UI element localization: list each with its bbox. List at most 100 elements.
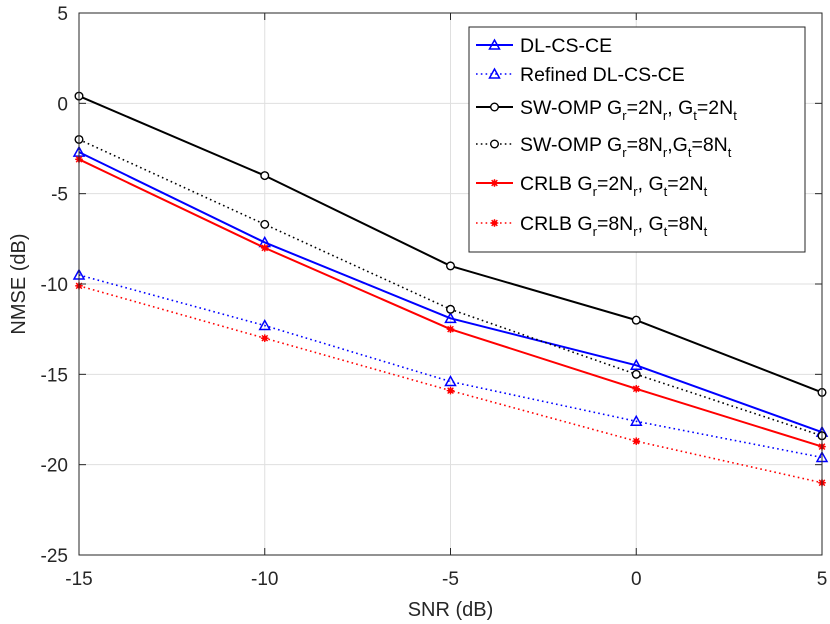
legend-label-subscript: t (704, 224, 708, 239)
star-marker-arm (491, 179, 498, 187)
legend-label-part: , G (638, 173, 664, 195)
legend-label-subscript: r (593, 224, 598, 239)
data-point (260, 334, 269, 342)
legend-swatch-marker (490, 179, 499, 187)
data-point (260, 171, 270, 181)
y-tick-label: -25 (41, 546, 68, 567)
legend-item: Refined DL-CS-CE (476, 64, 685, 86)
star-marker-arm (632, 385, 640, 393)
x-tick-label: 5 (817, 569, 828, 590)
legend-swatch-marker (488, 38, 501, 50)
series-line (78, 151, 823, 434)
data-point (258, 319, 272, 331)
legend-label-part: =2N (627, 97, 663, 119)
legend-label-subscript: r (663, 108, 668, 123)
legend-label-subscript: r (633, 184, 638, 199)
legend-label-part: =2N (697, 97, 733, 119)
star-marker-arm (491, 219, 498, 227)
legend-item: CRLB Gr=8Nr, Gt=8Nt (476, 213, 708, 239)
data-point (629, 358, 643, 371)
x-tick-label: -15 (65, 569, 92, 590)
legend-label-subscript: r (622, 145, 627, 160)
data-point (444, 375, 457, 387)
y-tick-label: 0 (57, 94, 68, 115)
legend-label-subscript: t (704, 184, 708, 199)
legend-label: Refined DL-CS-CE (520, 64, 685, 86)
legend-label-part: =2N (667, 173, 703, 195)
x-axis-title: SNR (dB) (408, 599, 494, 621)
legend-label-part: , G (638, 213, 664, 235)
legend-label-part: SW-OMP G (520, 134, 622, 156)
data-point (444, 311, 457, 324)
legend-label-subscript: r (633, 224, 638, 239)
legend-item: CRLB Gr=2Nr, Gt=2Nt (476, 173, 708, 199)
legend-label-part: =8N (627, 134, 663, 156)
star-marker-arm (632, 437, 640, 445)
x-tick-label: 0 (631, 569, 642, 590)
star-marker-arm (447, 387, 454, 394)
series-line (78, 274, 823, 459)
legend-item: SW-OMP Gr=8Nr,Gt=8Nt (476, 134, 732, 160)
legend-swatch-marker (488, 67, 501, 79)
legend-label-part: CRLB G (520, 213, 593, 235)
legend-label-part: =8N (597, 213, 633, 235)
y-tick-labels: 5 0 -5 -10 -15 -20 -25 (41, 4, 68, 567)
legend-label-part: CRLB G (520, 173, 593, 195)
star-marker-arm (447, 325, 454, 333)
y-axis-title: NMSE (dB) (8, 233, 30, 334)
data-point (631, 315, 641, 325)
legend-label-part: , G (667, 97, 693, 119)
data-point (260, 244, 269, 252)
series-group (72, 91, 829, 487)
legend-label-subscript: t (664, 184, 668, 199)
x-tick-label: -10 (251, 569, 278, 590)
y-tick-label: -15 (41, 365, 68, 386)
legend-label-part: =2N (597, 173, 633, 195)
legend-label-subscript: t (664, 224, 668, 239)
data-point (446, 325, 455, 333)
star-marker-arm (261, 244, 269, 252)
legend-label-part: Refined DL-CS-CE (520, 64, 685, 86)
legend-label-part: =8N (667, 213, 703, 235)
legend-label-part: ,G (667, 134, 688, 156)
y-tick-label: -10 (41, 275, 68, 296)
series-5 (75, 282, 826, 487)
legend-swatch-marker (490, 219, 499, 227)
legend-label-subscript: r (622, 108, 627, 123)
data-point (446, 261, 456, 271)
data-point (446, 304, 456, 314)
data-point (260, 219, 270, 229)
x-tick-labels: -15 -10 -5 0 5 (65, 569, 827, 590)
ticks (78, 12, 823, 556)
legend-item: DL-CS-CE (476, 35, 612, 57)
data-point (446, 386, 455, 395)
y-tick-label: -5 (51, 185, 68, 206)
legend-label-part: SW-OMP G (520, 97, 622, 119)
legend-label: CRLB Gr=2Nr, Gt=2Nt (520, 173, 708, 199)
legend-label-subscript: t (693, 108, 697, 123)
legend-label: SW-OMP Gr=2Nr, Gt=2Nt (520, 97, 737, 123)
series-0 (72, 145, 829, 437)
legend-label-subscript: t (728, 145, 732, 160)
legend-label: CRLB Gr=8Nr, Gt=8Nt (520, 213, 708, 239)
legend-label: SW-OMP Gr=8Nr,Gt=8Nt (520, 134, 732, 160)
legend-label-part: DL-CS-CE (520, 35, 612, 57)
legend-label-subscript: t (688, 145, 692, 160)
legend-label-subscript: t (733, 108, 737, 123)
legend-label: DL-CS-CE (520, 35, 612, 57)
legend-label-subscript: r (663, 145, 668, 160)
star-marker-arm (261, 334, 269, 342)
legend-swatch-marker (490, 102, 500, 112)
data-point (631, 369, 641, 379)
y-tick-label: -20 (41, 456, 68, 477)
data-point (632, 384, 641, 393)
legend-box (468, 26, 806, 253)
y-tick-label: 5 (57, 4, 68, 25)
legend-label-part: =8N (691, 134, 727, 156)
legend-label-subscript: r (593, 184, 598, 199)
data-point (629, 414, 643, 427)
x-tick-label: -5 (442, 569, 459, 590)
legend-swatch-marker (490, 139, 500, 149)
data-point (632, 437, 641, 445)
